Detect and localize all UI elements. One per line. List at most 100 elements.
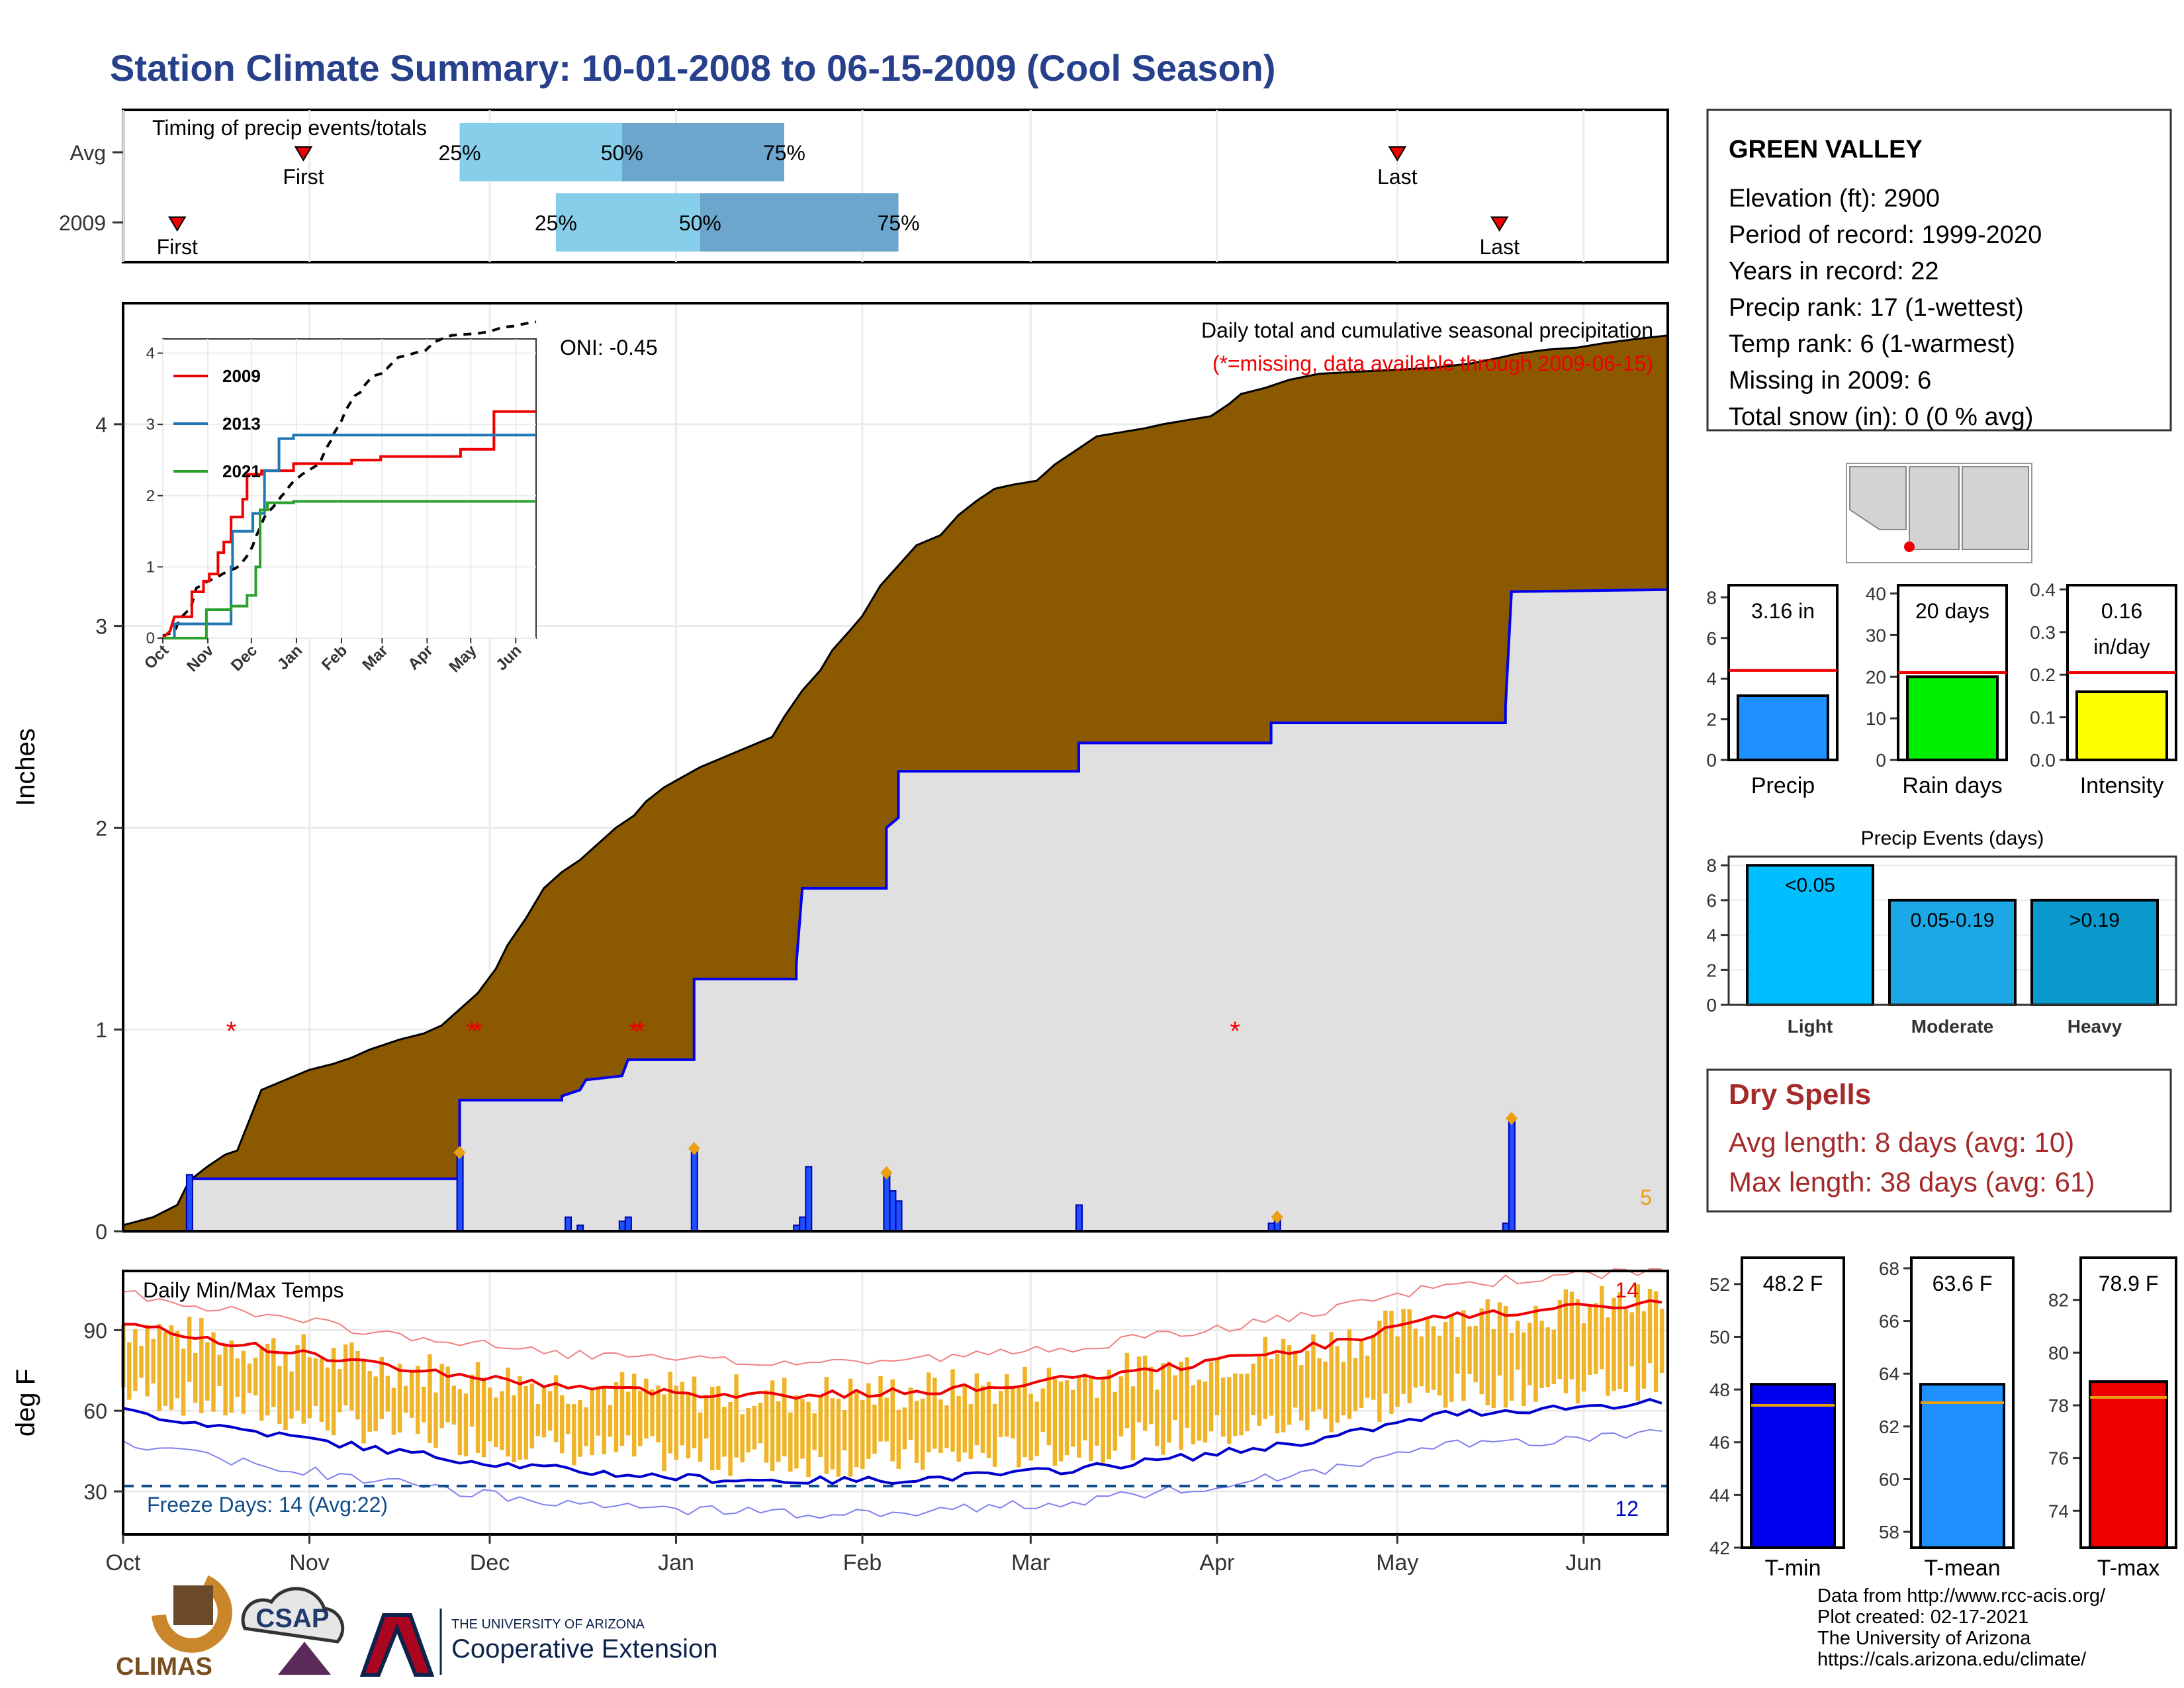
daily-precip-bar (895, 1200, 903, 1232)
daily-temp-bar (1161, 1363, 1165, 1455)
daily-temp-bar (1401, 1309, 1406, 1394)
temp-bar-label: T-max (2097, 1556, 2160, 1581)
temp-value-bar (1919, 1383, 2005, 1549)
daily-temp-bar (500, 1391, 504, 1450)
daily-temp-bar (1275, 1353, 1280, 1434)
events-ytick-label: 4 (1706, 925, 1717, 946)
daily-temp-bar (1046, 1368, 1052, 1446)
daily-temp-bar (572, 1404, 576, 1466)
avg-max-line (122, 1299, 1662, 1400)
daily-temp-bar (1227, 1377, 1232, 1444)
daily-temp-bar (1124, 1352, 1130, 1429)
daily-temp-bar (974, 1373, 979, 1446)
inset-ytick-label: 1 (146, 558, 155, 576)
temp-value-label: 78.9 F (2099, 1272, 2159, 1295)
daily-temp-bar (668, 1372, 672, 1454)
daily-temp-bar (1245, 1374, 1250, 1432)
daily-temp-bar (445, 1366, 450, 1423)
timing-bar-25-50 (555, 193, 700, 252)
timing-p25-label: 25% (535, 211, 577, 235)
daily-temp-bar (650, 1389, 655, 1436)
daily-temp-bar (680, 1382, 685, 1446)
temp-bar-ytick-label: 66 (1879, 1311, 1899, 1332)
mini-ytick-label: 6 (1706, 628, 1717, 649)
mini-value-label: 0.16 (2101, 599, 2142, 623)
timing-bar-50-75 (700, 193, 899, 252)
daily-temp-bar (1443, 1321, 1448, 1408)
missing-marker: * (226, 1017, 237, 1046)
daily-temp-bar (469, 1374, 475, 1427)
timing-first-label: First (157, 235, 198, 259)
daily-temp-bar (848, 1378, 853, 1477)
daily-temp-bar (265, 1344, 270, 1416)
inset-avg-line (162, 320, 537, 637)
daily-temp-bar (1005, 1374, 1009, 1437)
daily-temp-bar (1130, 1386, 1136, 1461)
daily-temp-bar (734, 1374, 739, 1458)
daily-temp-bar (1017, 1386, 1021, 1468)
daily-temp-bar (277, 1366, 282, 1425)
daily-temp-bar (247, 1363, 252, 1393)
timing-p25-label: 25% (439, 141, 481, 165)
month-label: Jan (658, 1550, 694, 1575)
locator-map-states (1849, 466, 2029, 550)
mini-ytick-label: 8 (1706, 587, 1717, 608)
daily-temp-bar (1353, 1358, 1358, 1411)
daily-temp-bar (271, 1338, 276, 1407)
daily-temp-bar (518, 1376, 522, 1460)
cumulative-2009-line (123, 588, 1668, 1233)
dry-spells-title: Dry Spells (1729, 1078, 1871, 1111)
daily-temp-bar (133, 1329, 138, 1391)
daily-temp-bar (1431, 1326, 1436, 1390)
daily-temp-bar (1527, 1323, 1532, 1385)
daily-temp-bar (1185, 1357, 1189, 1428)
daily-temp-bar (1191, 1385, 1196, 1445)
daily-temp-bar (175, 1331, 180, 1399)
missing-marker: * (635, 1017, 645, 1046)
daily-temp-bar (968, 1404, 974, 1459)
events-bar (1746, 864, 1874, 1007)
temp-bar-ytick-label: 76 (2048, 1448, 2069, 1469)
events-frame (1727, 855, 2177, 1006)
mini-ytick-label: 0 (1706, 750, 1717, 771)
daily-temp-bar (1594, 1303, 1598, 1374)
daily-temp-bar (295, 1344, 300, 1411)
mini-ytick-label: 2 (1706, 710, 1717, 730)
daily-temp-bar (1239, 1374, 1244, 1436)
daily-temp-bar (1509, 1333, 1514, 1401)
daily-temp-bar (1503, 1305, 1508, 1408)
daily-temp-bar (1551, 1329, 1556, 1384)
dry-spells-avg: Avg length: 8 days (avg: 10) (1729, 1127, 2074, 1158)
daily-temp-bar (199, 1318, 204, 1414)
daily-temp-bar (289, 1371, 294, 1419)
daily-temp-bar (1023, 1366, 1027, 1458)
daily-temp-bar (1641, 1311, 1647, 1389)
daily-temp-bar (908, 1387, 913, 1440)
daily-temp-bar (1208, 1362, 1214, 1432)
daily-temp-bar (1317, 1358, 1322, 1410)
daily-temp-bar (391, 1387, 396, 1435)
daily-temp-bar (1034, 1401, 1039, 1456)
daily-temp-bar (1173, 1375, 1177, 1421)
ua-logo-icon (359, 1613, 435, 1677)
daily-temp-bar (962, 1385, 967, 1453)
daily-temp-bar (343, 1344, 348, 1406)
daily-temp-bar (644, 1378, 649, 1439)
mini-chart-label: Precip (1751, 773, 1815, 798)
events-ytick-label: 0 (1706, 995, 1717, 1015)
missing-marker: * (467, 1017, 477, 1046)
ua-logo-small-text: THE UNIVERSITY OF ARIZONA (451, 1617, 645, 1632)
temp-bar-ytick-label: 46 (1709, 1432, 1730, 1453)
daily-temp-bar (1136, 1356, 1142, 1423)
daily-temp-bar (590, 1389, 594, 1456)
temp-value-label: 48.2 F (1763, 1272, 1823, 1295)
daily-temp-bar (1647, 1288, 1653, 1364)
daily-temp-bar (1653, 1291, 1659, 1392)
daily-temp-bar (428, 1354, 432, 1443)
daily-temp-bar (385, 1376, 390, 1412)
temp-bar-ytick-label: 58 (1879, 1522, 1899, 1542)
daily-temp-bar (301, 1334, 306, 1424)
daily-precip-bar (883, 1172, 891, 1232)
